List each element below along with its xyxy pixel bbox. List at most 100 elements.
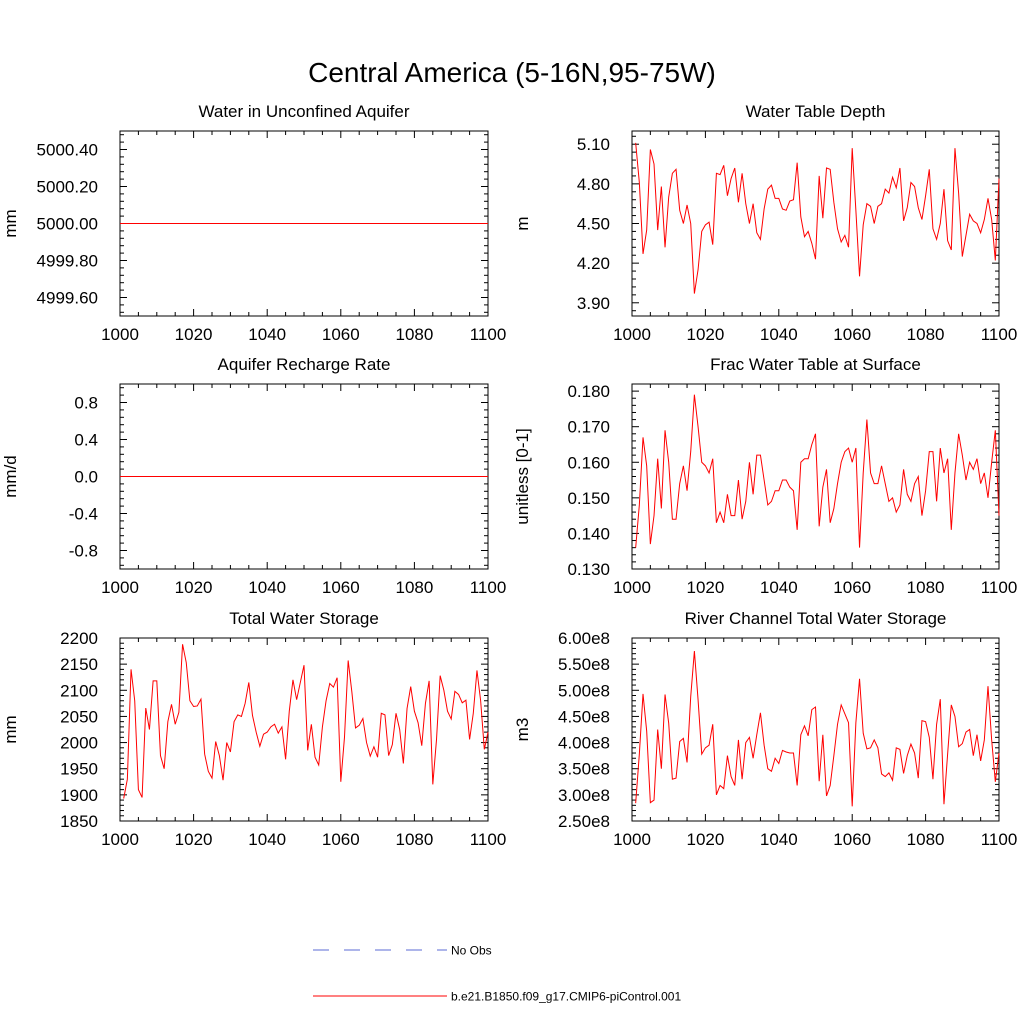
x-tick-label: 1060 <box>833 578 871 597</box>
y-tick-label: 0.150 <box>567 489 610 508</box>
y-tick-label: 1900 <box>60 786 98 805</box>
y-tick-label: 4.50 <box>577 215 610 234</box>
x-tick-label: 1020 <box>175 830 213 849</box>
y-tick-label: 5.00e8 <box>558 681 610 700</box>
y-tick-label: 5.10 <box>577 135 610 154</box>
y-tick-label: 3.50e8 <box>558 760 610 779</box>
y-tick-label: 2200 <box>60 629 98 648</box>
y-axis-label: mm/d <box>1 455 20 498</box>
y-tick-label: 0.4 <box>74 431 98 450</box>
x-tick-label: 1100 <box>981 325 1018 344</box>
x-tick-label: 1100 <box>981 578 1018 597</box>
y-tick-label: 5000.00 <box>37 215 98 234</box>
x-tick-label: 1080 <box>907 325 945 344</box>
x-tick-label: 1060 <box>833 830 871 849</box>
x-tick-label: 1020 <box>175 578 213 597</box>
x-tick-label: 1000 <box>613 830 651 849</box>
series-line <box>123 644 489 799</box>
panel-2: Water Table Depth m 1000 1020 1040 1060 1080 11… <box>513 102 1017 344</box>
y-tick-label: 0.130 <box>567 560 610 579</box>
legend-item-obs: No Obs <box>313 944 492 958</box>
y-tick-label: -0.4 <box>69 505 98 524</box>
x-tick-label: 1080 <box>907 830 945 849</box>
x-tick-label: 1040 <box>760 325 798 344</box>
y-tick-label: 1850 <box>60 812 98 831</box>
y-tick-label: 2000 <box>60 734 98 753</box>
panel-title: Aquifer Recharge Rate <box>218 355 391 374</box>
y-tick-label: 5.50e8 <box>558 655 610 674</box>
x-tick-label: 1080 <box>907 578 945 597</box>
y-tick-label: 5000.40 <box>37 141 98 160</box>
y-tick-label: 2.50e8 <box>558 812 610 831</box>
series-line <box>635 394 1000 548</box>
x-tick-label: 1040 <box>248 830 286 849</box>
series-line <box>635 651 1000 807</box>
y-tick-label: 4999.60 <box>37 289 98 308</box>
y-tick-label: 2050 <box>60 707 98 726</box>
x-tick-label: 1020 <box>686 578 724 597</box>
legend-item-model: b.e21.B1850.f09_g17.CMIP6-piControl.001 <box>313 990 681 1004</box>
y-tick-label: 4.50e8 <box>558 707 610 726</box>
x-tick-label: 1100 <box>470 830 507 849</box>
panel-6: River Channel Total Water Storage m3 1000 1… <box>513 609 1017 849</box>
y-tick-label: 5000.20 <box>37 178 98 197</box>
y-tick-label: 0.140 <box>567 524 610 543</box>
y-tick-label: 0.8 <box>74 394 98 413</box>
panel-1: Water in Unconfined Aquifer mm 1000 1020 104… <box>1 102 506 344</box>
y-tick-label: 4.20 <box>577 254 610 273</box>
y-tick-label: 3.00e8 <box>558 786 610 805</box>
x-tick-label: 1040 <box>248 578 286 597</box>
x-tick-label: 1060 <box>322 578 360 597</box>
y-tick-label: 0.180 <box>567 382 610 401</box>
x-tick-label: 1040 <box>248 325 286 344</box>
x-tick-label: 1020 <box>686 325 724 344</box>
series-line <box>635 142 1000 294</box>
x-tick-label: 1080 <box>395 578 433 597</box>
legend-label-obs: No Obs <box>451 944 492 958</box>
panel-title: River Channel Total Water Storage <box>685 609 947 628</box>
y-axis-label: mm <box>1 715 20 743</box>
y-tick-label: 4.80 <box>577 175 610 194</box>
y-tick-label: 2150 <box>60 655 98 674</box>
x-tick-label: 1060 <box>833 325 871 344</box>
panels: Water in Unconfined Aquifer mm 1000 1020 104… <box>1 102 1017 849</box>
y-axis-label: m3 <box>513 718 532 742</box>
panel-4: Frac Water Table at Surface unitless [0-1… <box>513 355 1017 597</box>
plot-frame <box>631 130 1000 317</box>
y-tick-label: 2100 <box>60 681 98 700</box>
y-tick-label: 0.160 <box>567 453 610 472</box>
panel-title: Water in Unconfined Aquifer <box>198 102 409 121</box>
panel-5: Total Water Storage mm 1000 1020 1040 1060 108… <box>1 609 506 849</box>
y-tick-label: 0.170 <box>567 418 610 437</box>
panel-title: Total Water Storage <box>229 609 379 628</box>
y-tick-label: 4.00e8 <box>558 734 610 753</box>
x-tick-label: 1000 <box>101 325 139 344</box>
x-tick-label: 1100 <box>470 325 507 344</box>
x-tick-label: 1000 <box>613 325 651 344</box>
plot-frame <box>631 383 1000 570</box>
y-axis-label: unitless [0-1] <box>513 428 532 524</box>
x-tick-label: 1080 <box>395 325 433 344</box>
y-axis-label: m <box>513 216 532 230</box>
x-tick-label: 1000 <box>101 578 139 597</box>
panel-3: Aquifer Recharge Rate mm/d 1000 1020 1040 106… <box>1 355 506 597</box>
y-axis-label: mm <box>1 209 20 237</box>
x-tick-label: 1000 <box>101 830 139 849</box>
x-tick-label: 1100 <box>981 830 1018 849</box>
x-tick-label: 1080 <box>395 830 433 849</box>
x-tick-label: 1000 <box>613 578 651 597</box>
panel-title: Water Table Depth <box>746 102 886 121</box>
x-tick-label: 1020 <box>686 830 724 849</box>
y-tick-label: 0.0 <box>74 468 98 487</box>
y-tick-label: 4999.80 <box>37 252 98 271</box>
x-tick-label: 1060 <box>322 830 360 849</box>
figure-title: Central America (5-16N,95-75W) <box>308 57 716 88</box>
y-tick-label: -0.8 <box>69 542 98 561</box>
x-tick-label: 1100 <box>470 578 507 597</box>
y-tick-label: 3.90 <box>577 294 610 313</box>
x-tick-label: 1040 <box>760 578 798 597</box>
x-tick-label: 1040 <box>760 830 798 849</box>
y-tick-label: 1950 <box>60 760 98 779</box>
panel-title: Frac Water Table at Surface <box>710 355 921 374</box>
